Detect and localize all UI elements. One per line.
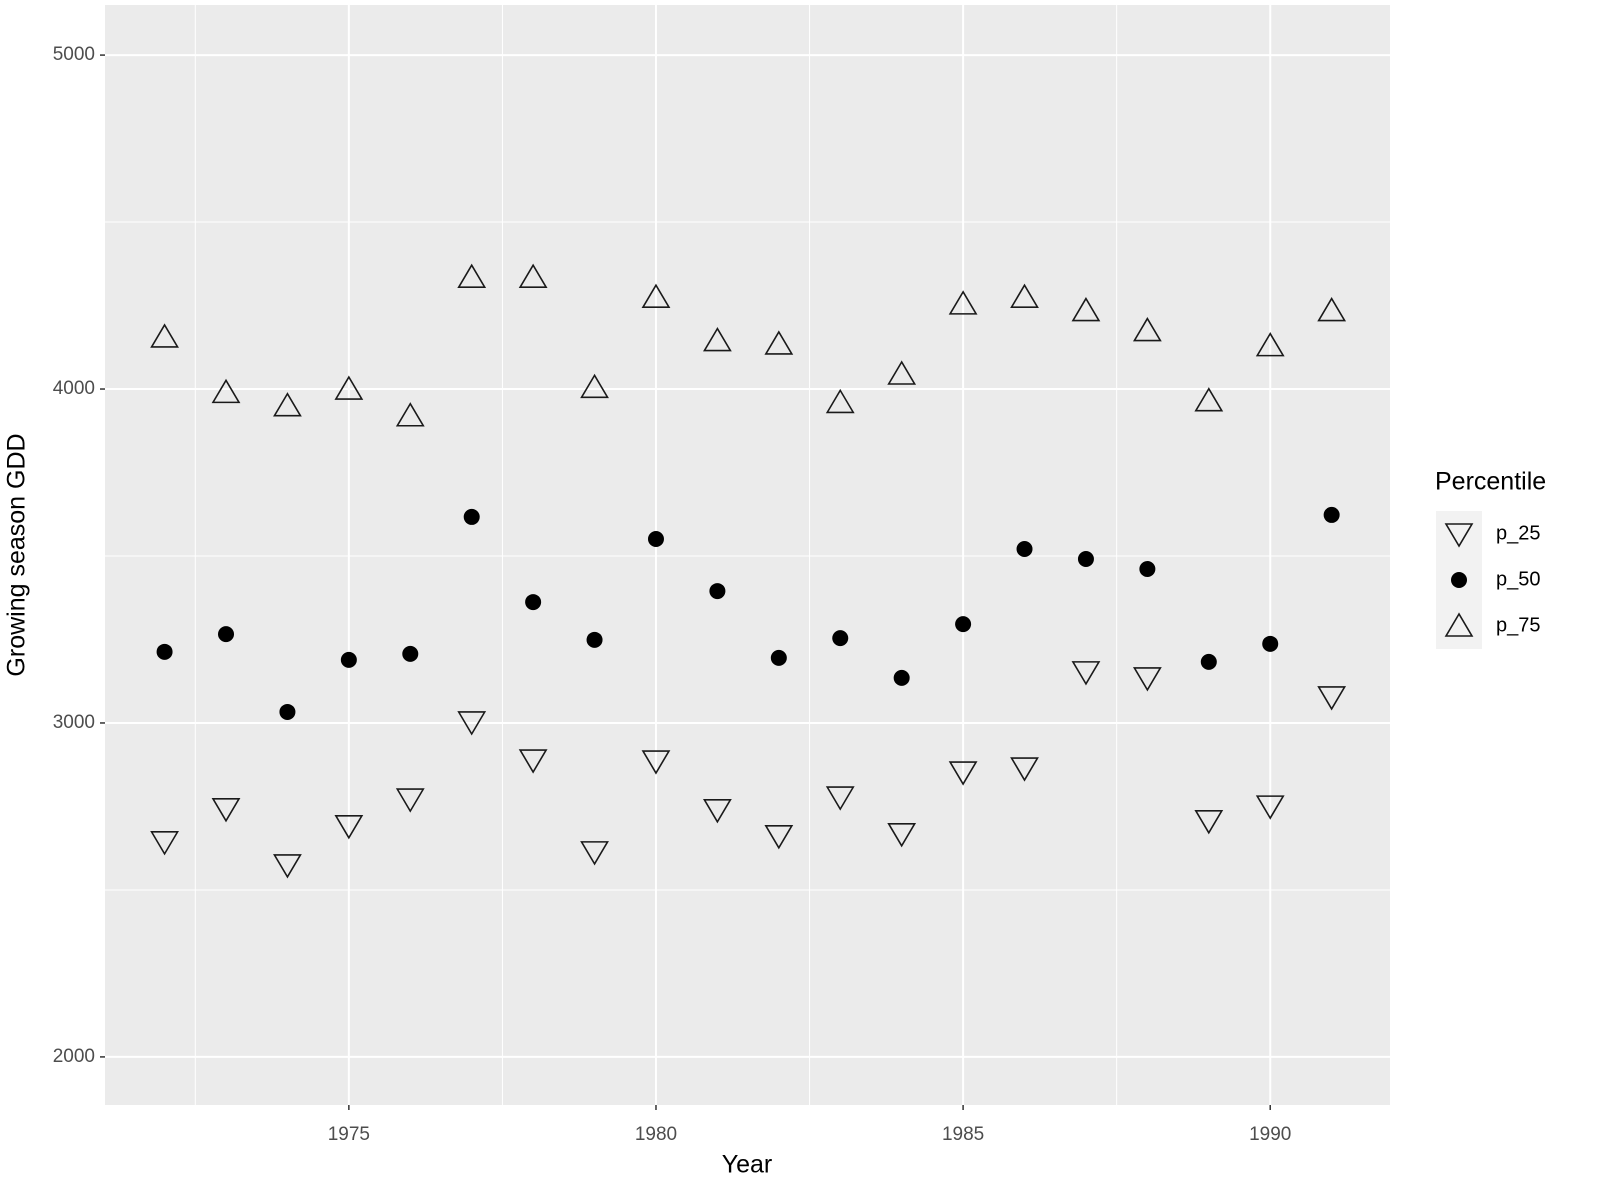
legend-label: p_75 <box>1496 614 1541 636</box>
point <box>764 330 794 355</box>
point <box>1132 667 1162 692</box>
point <box>402 645 419 662</box>
point <box>1016 540 1033 557</box>
y-tick-label: 4000 <box>53 378 95 399</box>
point <box>1317 296 1347 322</box>
point <box>641 750 671 775</box>
point <box>457 263 487 288</box>
point <box>764 825 794 850</box>
legend-symbol <box>1444 523 1474 548</box>
point <box>1010 283 1039 308</box>
point <box>948 761 978 786</box>
point <box>211 797 241 823</box>
point <box>1255 332 1285 357</box>
point <box>641 283 671 308</box>
point <box>525 594 542 611</box>
legend: p_25 p_50 p_75 <box>1436 511 1541 649</box>
point <box>518 749 548 774</box>
point <box>395 788 425 813</box>
point <box>586 631 603 648</box>
x-tick-label: 1990 <box>1249 1124 1291 1145</box>
point <box>1255 795 1285 820</box>
point <box>1323 506 1340 523</box>
panel-background <box>105 5 1390 1105</box>
point <box>1071 296 1101 322</box>
marks <box>150 263 1347 879</box>
y-tick-label: 2000 <box>53 1046 95 1067</box>
point <box>1194 810 1224 835</box>
point <box>1071 661 1101 686</box>
x-tick-label: 1985 <box>942 1124 984 1145</box>
point <box>150 831 179 856</box>
point <box>273 392 302 417</box>
legend-label: p_50 <box>1496 568 1541 590</box>
y-axis-title: Growing season GDD <box>3 433 31 676</box>
point <box>463 508 480 525</box>
point <box>825 786 855 811</box>
point <box>395 402 425 427</box>
legend-symbol <box>1444 612 1474 637</box>
point <box>156 643 173 660</box>
grid <box>105 5 1390 1105</box>
point <box>1317 686 1347 711</box>
point <box>770 649 787 666</box>
point <box>457 711 487 736</box>
y-tick-label: 5000 <box>53 44 95 65</box>
x-tick-label: 1975 <box>328 1124 370 1145</box>
point <box>1200 653 1217 670</box>
point <box>893 669 910 686</box>
point <box>1139 561 1156 578</box>
point <box>1194 387 1224 412</box>
point <box>832 630 849 647</box>
point <box>1010 757 1039 782</box>
point <box>518 263 548 288</box>
legend-symbol <box>1451 572 1467 588</box>
legend-key <box>1436 511 1482 557</box>
point <box>279 703 296 720</box>
point <box>825 388 855 414</box>
legend-key <box>1436 603 1482 649</box>
point <box>703 798 732 824</box>
point <box>218 626 235 643</box>
point <box>580 841 609 866</box>
y-tick-label: 3000 <box>53 712 95 733</box>
point <box>1132 317 1162 342</box>
x-axis-title: Year <box>722 1151 773 1179</box>
point <box>340 651 357 668</box>
point <box>150 323 179 348</box>
point <box>887 360 917 385</box>
point <box>1077 551 1094 568</box>
point <box>334 375 364 400</box>
point <box>273 854 302 879</box>
point <box>703 327 732 352</box>
legend-label: p_25 <box>1496 522 1541 544</box>
point <box>334 815 364 840</box>
point <box>955 616 972 633</box>
point <box>647 530 664 547</box>
point <box>580 373 609 399</box>
point <box>211 378 241 404</box>
x-tick-label: 1980 <box>635 1124 677 1145</box>
legend-title: Percentile <box>1435 468 1546 496</box>
point <box>1262 635 1279 652</box>
point <box>887 823 917 848</box>
point <box>948 290 978 315</box>
point <box>709 583 726 600</box>
